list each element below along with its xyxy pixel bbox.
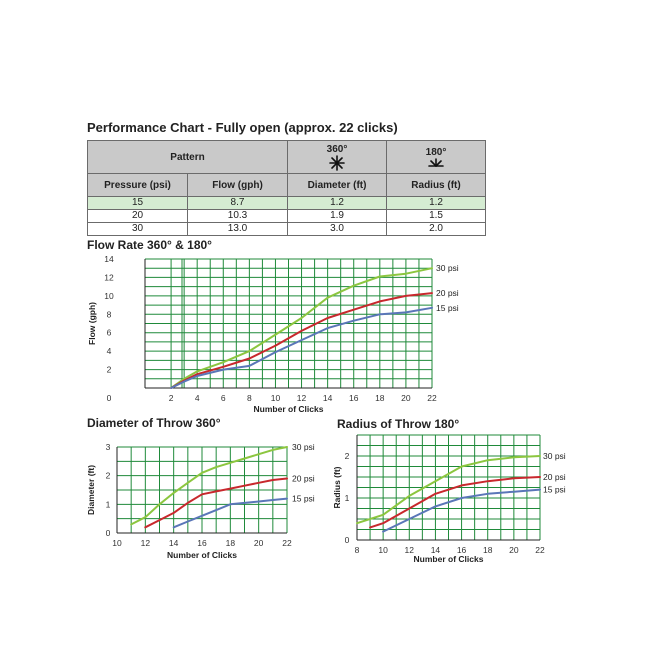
diameter-series-line-s30 [130, 446, 288, 526]
flow-series-label-s30: 30 psi [436, 263, 459, 273]
flow-x-tick-label: 18 [375, 393, 385, 403]
flow-x-tick-label: 10 [271, 393, 281, 403]
diameter-x-tick-label: 18 [226, 538, 236, 548]
table-cell: 8.7 [186, 196, 289, 210]
diameter-y-axis-title: Diameter (ft) [86, 465, 96, 515]
pattern-360-header: 360° [287, 140, 388, 174]
col-header-diameter: Diameter (ft) [287, 173, 388, 197]
flow-x-tick-label: 6 [221, 393, 226, 403]
full-circle-spray-icon [329, 154, 345, 171]
pattern-360-label: 360° [326, 143, 348, 155]
flow-x-tick-label: 8 [247, 393, 252, 403]
flow-y-tick-label: 12 [104, 272, 114, 282]
diameter-x-tick-label: 20 [254, 538, 264, 548]
diameter-x-tick-label: 14 [169, 538, 179, 548]
diameter-chart-title: Diameter of Throw 360° [87, 416, 221, 430]
flow-x-tick-label: 2 [169, 393, 174, 403]
table-cell: 2.0 [386, 222, 487, 236]
diameter-x-tick-label: 10 [112, 538, 122, 548]
col-header-flow: Flow (gph) [186, 173, 289, 197]
radius-y-tick-label: 1 [345, 493, 350, 503]
diameter-x-axis-title: Number of Clicks [167, 550, 237, 560]
flow-x-tick-label: 22 [427, 393, 437, 403]
flow-y-tick-label: 14 [104, 254, 114, 264]
diameter-x-tick-label: 16 [197, 538, 207, 548]
flow-x-tick-label: 20 [401, 393, 411, 403]
flow-y-tick-label: 6 [107, 328, 112, 338]
diameter-series-label-s20: 20 psi [292, 474, 315, 484]
radius-x-tick-label: 16 [457, 545, 467, 555]
table-cell: 1.2 [287, 196, 388, 210]
radius-x-tick-label: 12 [405, 545, 415, 555]
flow-x-axis-title: Number of Clicks [254, 404, 324, 414]
diameter-y-tick-label: 1 [106, 499, 111, 509]
pattern-180-label: 180° [425, 146, 447, 158]
table-row: 15 8.7 1.2 1.2 [87, 196, 487, 210]
flow-y-axis-title: Flow (gph) [87, 302, 97, 345]
col-header-pressure: Pressure (psi) [87, 173, 188, 197]
diameter-series-line-s20 [144, 477, 288, 529]
flow-y-tick-label: 8 [107, 309, 112, 319]
radius-series-label-s30: 30 psi [543, 451, 566, 461]
flow-series-line-s20 [170, 292, 433, 389]
radius-series-line-s30 [356, 455, 541, 525]
table-cell: 10.3 [186, 209, 289, 223]
flow-x-tick-label: 0 [107, 393, 112, 403]
flow-rate-chart-title: Flow Rate 360° & 180° [87, 238, 212, 252]
flow-series-label-s20: 20 psi [436, 288, 459, 298]
table-cell: 1.2 [386, 196, 487, 210]
flow-x-tick-label: 12 [297, 393, 307, 403]
flow-series-line-s30 [170, 267, 433, 389]
pattern-180-header: 180° [386, 140, 487, 174]
flow-y-tick-label: 10 [104, 291, 114, 301]
radius-y-tick-label: 2 [345, 451, 350, 461]
diameter-x-tick-label: 22 [282, 538, 292, 548]
radius-y-tick-label: 0 [345, 535, 350, 545]
radius-x-tick-label: 10 [378, 545, 388, 555]
performance-chart-title: Performance Chart - Fully open (approx. … [87, 120, 398, 135]
table-cell: 30 [87, 222, 188, 236]
diameter-x-tick-label: 12 [141, 538, 151, 548]
table-cell: 3.0 [287, 222, 388, 236]
radius-x-tick-label: 8 [355, 545, 360, 555]
diameter-series-label-s15: 15 psi [292, 494, 315, 504]
diameter-series-line-s15 [172, 497, 288, 529]
flow-y-tick-label: 2 [107, 365, 112, 375]
flow-series-label-s15: 15 psi [436, 303, 459, 313]
diameter-series-label-s30: 30 psi [292, 442, 315, 452]
flow-x-tick-label: 4 [195, 393, 200, 403]
radius-series-label-s15: 15 psi [543, 485, 566, 495]
radius-series-label-s20: 20 psi [543, 472, 566, 482]
flow-x-tick-label: 14 [323, 393, 333, 403]
radius-x-axis-title: Number of Clicks [414, 554, 484, 564]
flow-y-tick-label: 4 [107, 346, 112, 356]
radius-x-tick-label: 14 [431, 545, 441, 555]
diameter-y-tick-label: 2 [106, 471, 111, 481]
table-row: 30 13.0 3.0 2.0 [87, 222, 487, 236]
flow-series-line-s15 [170, 306, 433, 389]
half-circle-spray-icon [428, 157, 444, 167]
col-header-radius: Radius (ft) [386, 173, 487, 197]
diameter-y-tick-label: 3 [106, 442, 111, 452]
radius-series-line-s20 [369, 476, 541, 529]
table-row: 20 10.3 1.9 1.5 [87, 209, 487, 223]
diameter-y-tick-label: 0 [106, 528, 111, 538]
performance-table: Pattern 360° 180° [86, 140, 487, 236]
radius-x-tick-label: 22 [535, 545, 545, 555]
table-cell: 13.0 [186, 222, 289, 236]
radius-x-tick-label: 18 [483, 545, 493, 555]
flow-x-tick-label: 16 [349, 393, 359, 403]
radius-series-line-s15 [382, 488, 541, 533]
table-cell: 20 [87, 209, 188, 223]
radius-x-tick-label: 20 [509, 545, 519, 555]
radius-y-axis-title: Radius (ft) [332, 466, 342, 508]
radius-chart-title: Radius of Throw 180° [337, 417, 460, 431]
